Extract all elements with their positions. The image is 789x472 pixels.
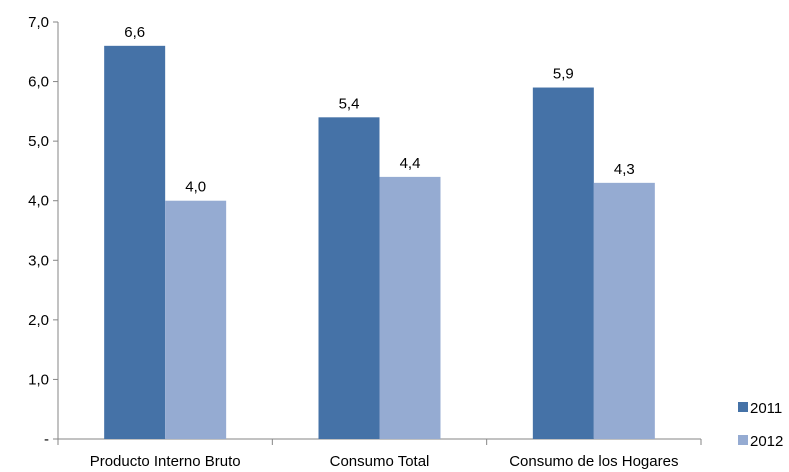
x-category-label: Consumo Total [330,453,430,470]
labels: 6,6 4,0 Producto Interno Bruto 5,4 4,4 Consum… [90,24,679,470]
bar-2012 [593,182,655,440]
x-category-label: Producto Interno Bruto [90,453,241,470]
data-label: 6,6 [124,24,145,41]
bar-2011 [532,87,594,440]
legend-swatch [738,435,748,445]
data-label: 5,4 [339,95,360,112]
y-tick-label: 7,0 [28,14,49,31]
bars [104,45,655,440]
legend-label: 2012 [750,433,783,450]
legend-swatch [738,402,748,412]
bar-2012 [379,176,441,439]
bar-2011 [104,45,166,439]
bar-2011 [318,117,380,440]
data-label: 4,0 [185,179,206,196]
bar-2012 [165,200,227,439]
y-tick-label: 3,0 [28,252,49,269]
legend-label: 2011 [750,400,782,417]
y-tick-label: 2,0 [28,312,49,329]
y-tick-label: 4,0 [28,193,49,210]
data-label: 4,4 [400,155,421,172]
x-category-label: Consumo de los Hogares [509,453,678,470]
y-tick-label: - [44,431,49,448]
y-tick-label: 5,0 [28,133,49,150]
legend: 2011 2012 [738,400,783,450]
data-label: 4,3 [614,161,635,178]
y-tick-label: 6,0 [28,74,49,91]
data-label: 5,9 [553,66,574,83]
y-tick-label: 1,0 [28,371,49,388]
